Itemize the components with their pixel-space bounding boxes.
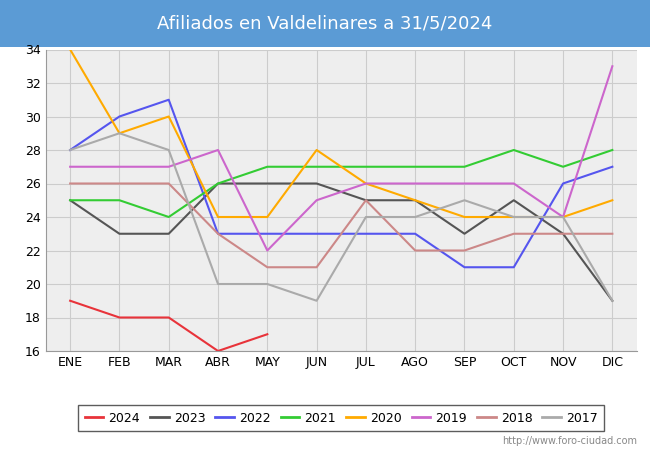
Legend: 2024, 2023, 2022, 2021, 2020, 2019, 2018, 2017: 2024, 2023, 2022, 2021, 2020, 2019, 2018… <box>78 405 604 431</box>
Text: http://www.foro-ciudad.com: http://www.foro-ciudad.com <box>502 436 637 446</box>
Text: Afiliados en Valdelinares a 31/5/2024: Afiliados en Valdelinares a 31/5/2024 <box>157 14 493 33</box>
